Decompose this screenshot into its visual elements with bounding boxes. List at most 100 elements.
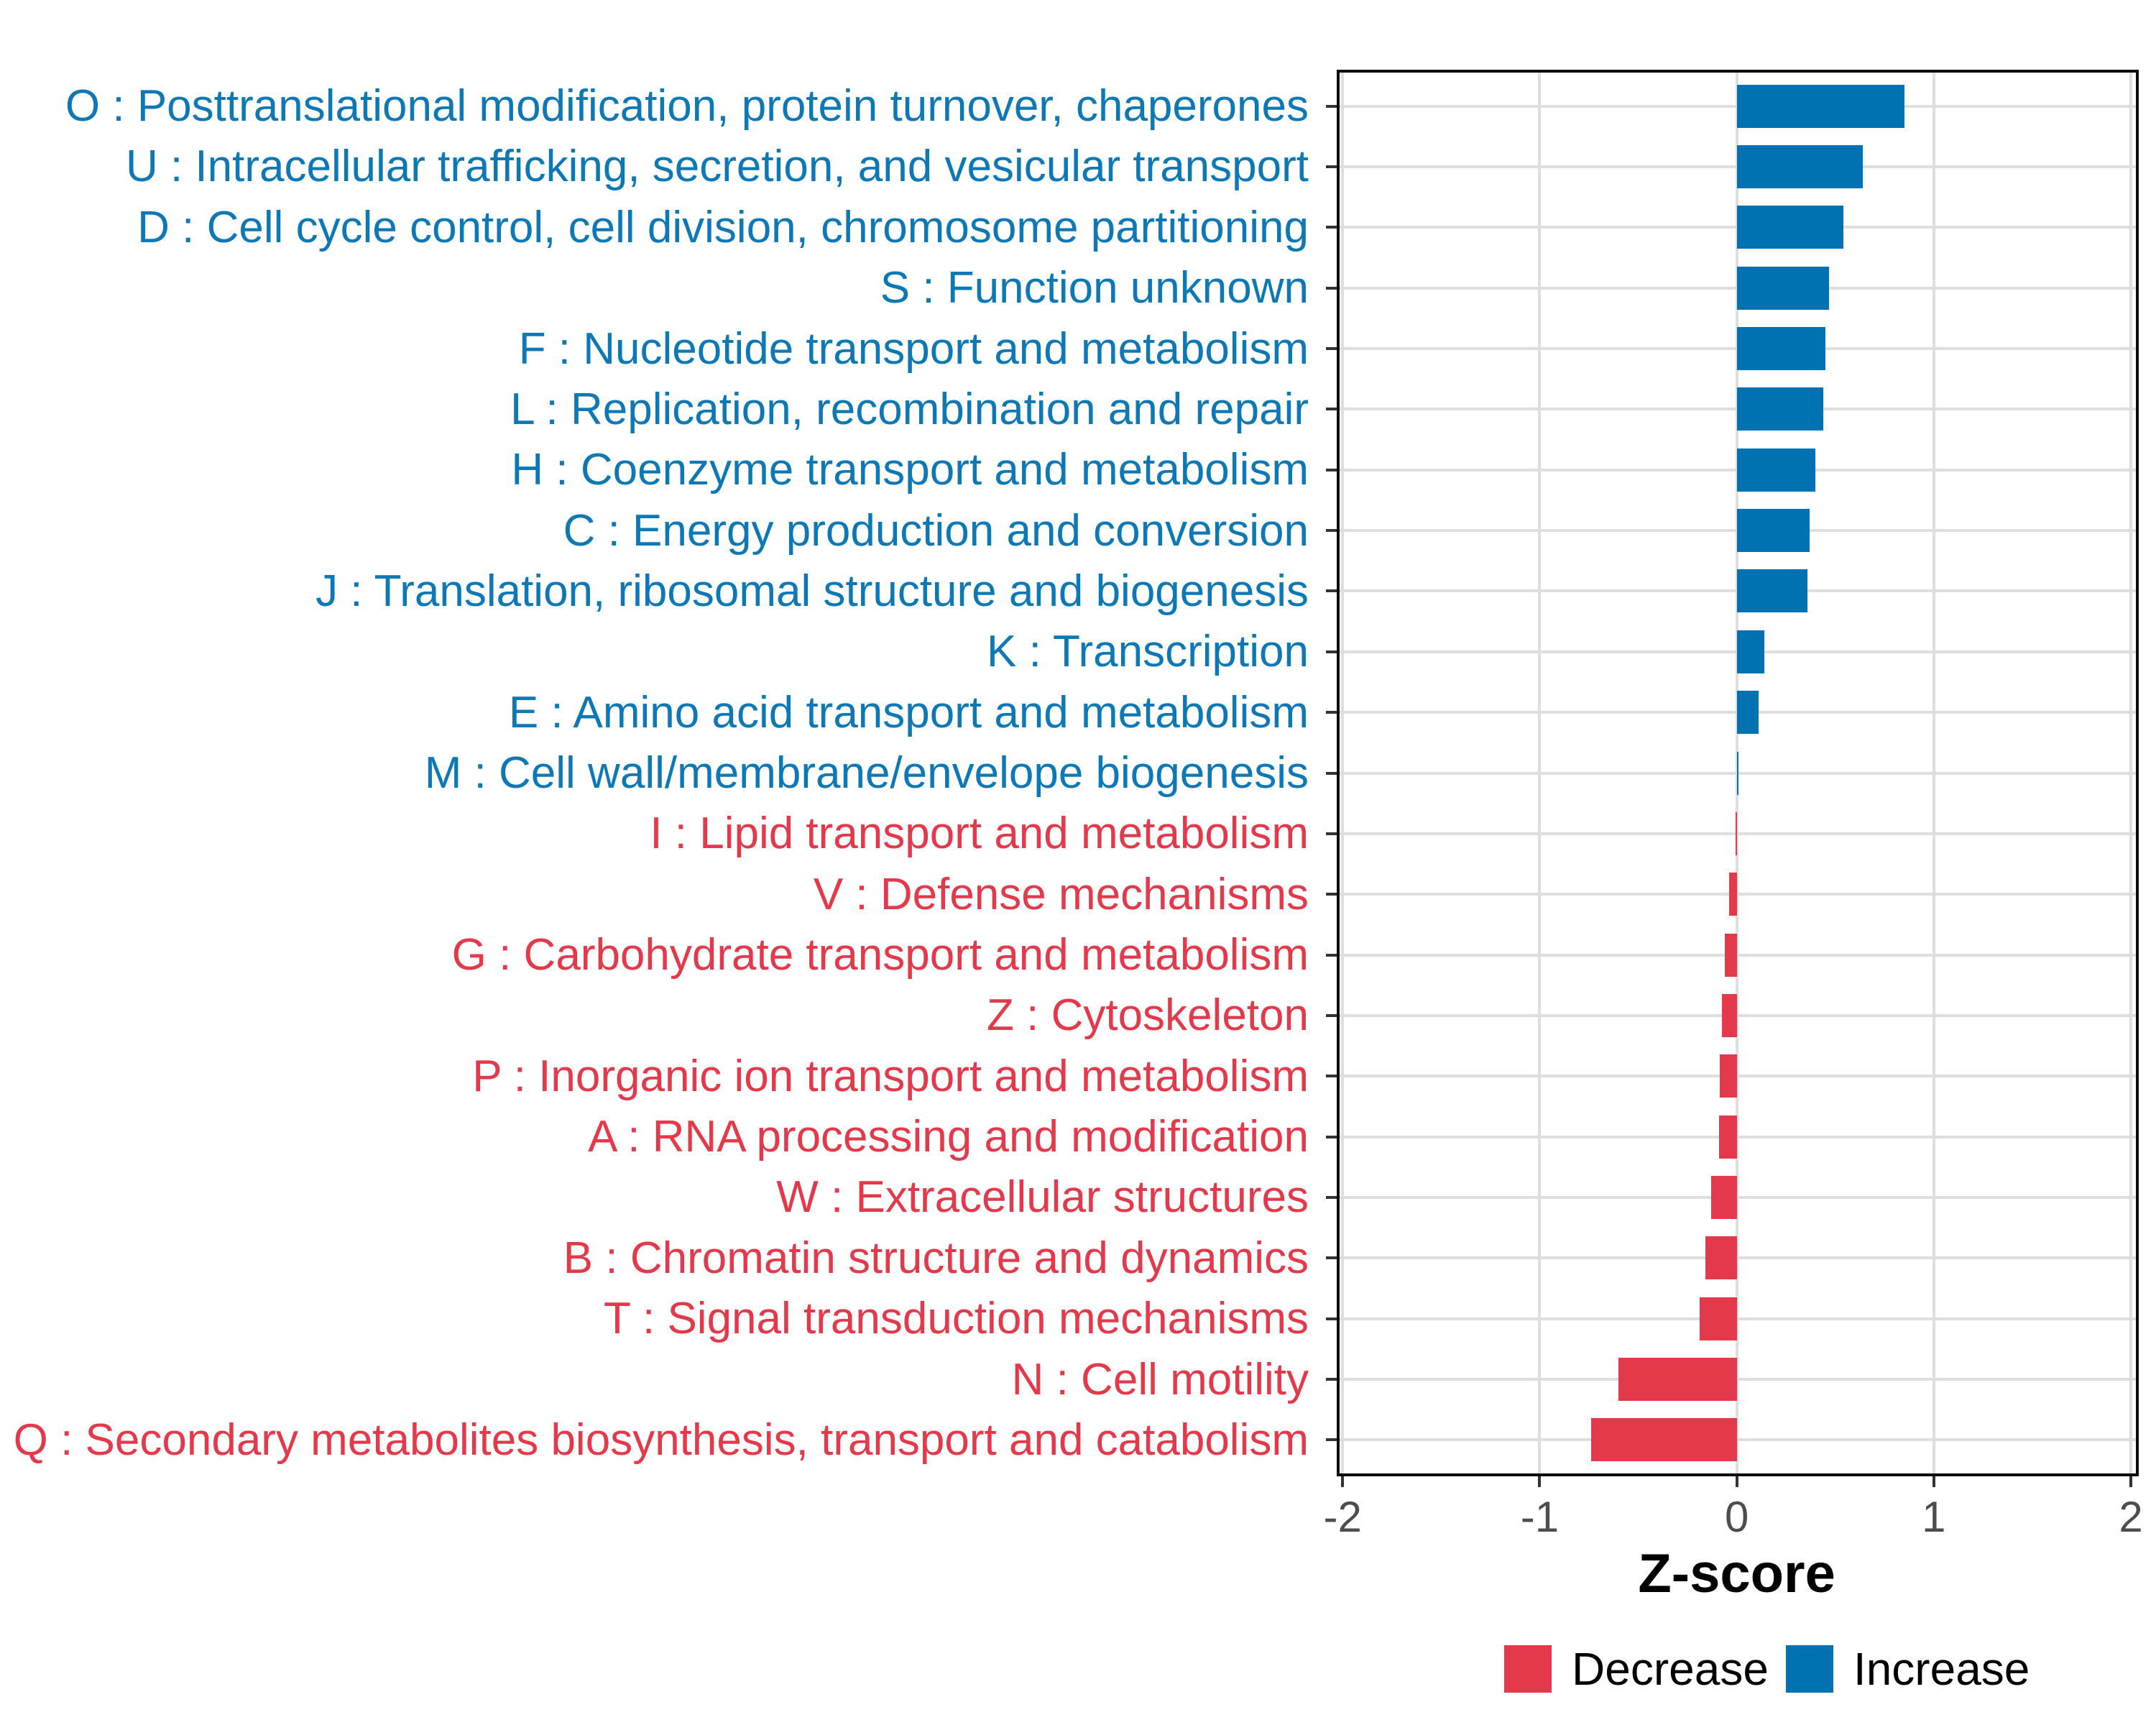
y-gridline xyxy=(1337,1075,2139,1078)
legend-swatch-decrease xyxy=(1504,1645,1552,1693)
y-tick-mark xyxy=(1326,711,1337,714)
bar-I xyxy=(1735,811,1737,855)
y-axis-label-G: G : Carbohydrate transport and metabolis… xyxy=(451,930,1309,980)
y-axis-label-B: B : Chromatin structure and dynamics xyxy=(563,1233,1309,1283)
bar-T xyxy=(1699,1297,1737,1340)
bar-Q xyxy=(1590,1418,1737,1462)
y-tick-mark xyxy=(1326,286,1337,290)
y-tick-mark xyxy=(1326,1075,1337,1078)
y-tick-mark xyxy=(1326,347,1337,351)
y-axis-label-Q: Q : Secondary metabolites biosynthesis, … xyxy=(13,1414,1309,1465)
y-tick-mark xyxy=(1326,771,1337,775)
bar-E xyxy=(1736,691,1759,735)
y-axis-label-L: L : Replication, recombination and repai… xyxy=(510,384,1309,434)
x-tick-mark xyxy=(1538,1476,1542,1487)
y-tick-mark xyxy=(1326,468,1337,472)
y-tick-mark xyxy=(1326,953,1337,957)
y-tick-mark xyxy=(1326,589,1337,593)
legend: Decrease Increase xyxy=(1504,1642,2030,1696)
y-gridline xyxy=(1337,1195,2139,1199)
y-gridline xyxy=(1337,1256,2139,1260)
y-tick-mark xyxy=(1326,1317,1337,1320)
bar-Z xyxy=(1722,993,1737,1037)
bar-A xyxy=(1718,1115,1737,1159)
x-tick-mark xyxy=(1932,1476,1935,1487)
x-tick-mark xyxy=(2129,1476,2133,1487)
y-tick-mark xyxy=(1326,408,1337,411)
y-tick-mark xyxy=(1326,893,1337,896)
y-tick-mark xyxy=(1326,1195,1337,1199)
y-tick-mark xyxy=(1326,1256,1337,1260)
y-axis-label-O: O : Posttranslational modification, prot… xyxy=(65,81,1309,132)
y-axis-label-P: P : Inorganic ion transport and metaboli… xyxy=(472,1051,1309,1101)
y-tick-mark xyxy=(1326,529,1337,533)
legend-label-decrease: Decrease xyxy=(1572,1643,1769,1695)
y-axis-label-T: T : Signal transduction mechanisms xyxy=(604,1294,1309,1344)
y-axis-label-N: N : Cell motility xyxy=(1011,1354,1309,1404)
y-axis-label-A: A : RNA processing and modification xyxy=(588,1112,1309,1162)
y-tick-mark xyxy=(1326,104,1337,108)
y-gridline xyxy=(1337,832,2139,835)
y-axis-label-F: F : Nucleotide transport and metabolism xyxy=(518,323,1309,374)
y-gridline xyxy=(1337,1013,2139,1017)
bar-P xyxy=(1720,1054,1737,1098)
y-gridline xyxy=(1337,1438,2139,1442)
bar-V xyxy=(1728,873,1737,916)
bar-D xyxy=(1736,206,1843,249)
y-axis-label-E: E : Amino acid transport and metabolism xyxy=(508,687,1309,737)
y-tick-mark xyxy=(1326,1013,1337,1017)
x-tick-mark xyxy=(1735,1476,1738,1487)
y-tick-mark xyxy=(1326,1378,1337,1381)
bar-J xyxy=(1736,569,1808,613)
y-gridline xyxy=(1337,1135,2139,1138)
y-axis-label-S: S : Function unknown xyxy=(880,263,1309,313)
y-gridline xyxy=(1337,1317,2139,1320)
bar-U xyxy=(1736,144,1864,188)
y-gridline xyxy=(1337,1378,2139,1381)
bar-H xyxy=(1736,448,1816,492)
x-tick-label: -1 xyxy=(1520,1493,1560,1541)
y-axis-label-M: M : Cell wall/membrane/envelope biogenes… xyxy=(424,748,1309,798)
y-tick-mark xyxy=(1326,1438,1337,1442)
legend-item-decrease: Decrease xyxy=(1504,1642,1769,1696)
y-gridline xyxy=(1337,953,2139,957)
bar-N xyxy=(1618,1358,1737,1402)
x-tick-label: 1 xyxy=(1922,1493,1946,1541)
y-axis-label-U: U : Intracellular trafficking, secretion… xyxy=(125,142,1309,192)
y-tick-mark xyxy=(1326,650,1337,653)
y-axis-label-W: W : Extracellular structures xyxy=(776,1172,1309,1223)
y-axis-label-V: V : Defense mechanisms xyxy=(813,869,1309,919)
bar-C xyxy=(1736,509,1810,553)
y-axis-label-D: D : Cell cycle control, cell division, c… xyxy=(137,202,1309,252)
plot-panel xyxy=(1337,70,2139,1476)
x-tick-mark xyxy=(1341,1476,1345,1487)
bar-L xyxy=(1736,387,1824,431)
y-axis-label-J: J : Translation, ribosomal structure and… xyxy=(315,566,1309,616)
y-tick-mark xyxy=(1326,1135,1337,1138)
y-axis-label-K: K : Transcription xyxy=(987,627,1309,677)
y-axis-label-H: H : Coenzyme transport and metabolism xyxy=(511,445,1309,495)
y-gridline xyxy=(1337,893,2139,896)
y-axis-label-Z: Z : Cytoskeleton xyxy=(987,990,1309,1041)
legend-item-increase: Increase xyxy=(1785,1642,2030,1696)
bar-K xyxy=(1736,630,1764,673)
bar-M xyxy=(1736,751,1738,795)
legend-swatch-increase xyxy=(1785,1645,1833,1693)
x-tick-label: 2 xyxy=(2119,1493,2143,1541)
bar-W xyxy=(1710,1175,1737,1219)
legend-label-increase: Increase xyxy=(1853,1643,2030,1695)
bar-B xyxy=(1705,1236,1737,1280)
y-tick-mark xyxy=(1326,226,1337,229)
x-axis-title: Z-score xyxy=(1638,1543,1835,1604)
y-axis-label-I: I : Lipid transport and metabolism xyxy=(650,809,1309,859)
x-tick-label: 0 xyxy=(1724,1493,1749,1541)
x-tick-label: -2 xyxy=(1323,1493,1362,1541)
bar-S xyxy=(1736,266,1830,310)
bar-O xyxy=(1736,84,1904,128)
y-tick-mark xyxy=(1326,832,1337,835)
bar-F xyxy=(1736,327,1826,371)
y-tick-mark xyxy=(1326,165,1337,168)
y-axis-label-C: C : Energy production and conversion xyxy=(563,505,1309,556)
bar-G xyxy=(1725,933,1737,977)
